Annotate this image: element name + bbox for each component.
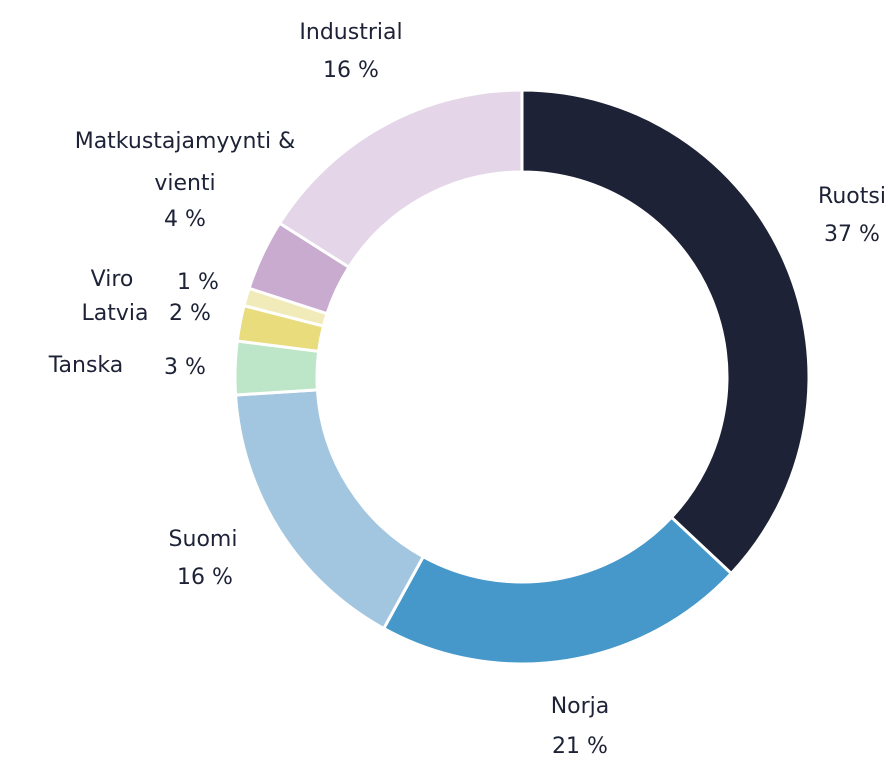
slice-label: Norja xyxy=(550,694,610,719)
slice-value: 4 % xyxy=(164,207,206,232)
slice-label: Viro xyxy=(90,267,134,292)
slice-value: 16 % xyxy=(177,565,233,590)
slice-label: Matkustajamyynti & vienti xyxy=(74,129,296,196)
donut-slice xyxy=(381,515,734,666)
slice-label: Suomi xyxy=(168,527,238,552)
donut-slice xyxy=(277,88,524,270)
donut-slice xyxy=(233,388,426,631)
slice-value: 3 % xyxy=(164,355,206,380)
slice-label: Tanska xyxy=(48,353,124,378)
slice-value: 21 % xyxy=(552,734,608,759)
slice-label: Latvia xyxy=(81,301,149,326)
slice-value: 16 % xyxy=(323,58,379,83)
slice-value: 37 % xyxy=(824,222,880,247)
slice-label: Industrial xyxy=(299,20,403,45)
slice-label: Ruotsi xyxy=(818,184,886,209)
slice-value: 2 % xyxy=(169,301,211,326)
slice-value: 1 % xyxy=(177,270,219,295)
donut-slice xyxy=(520,88,811,576)
